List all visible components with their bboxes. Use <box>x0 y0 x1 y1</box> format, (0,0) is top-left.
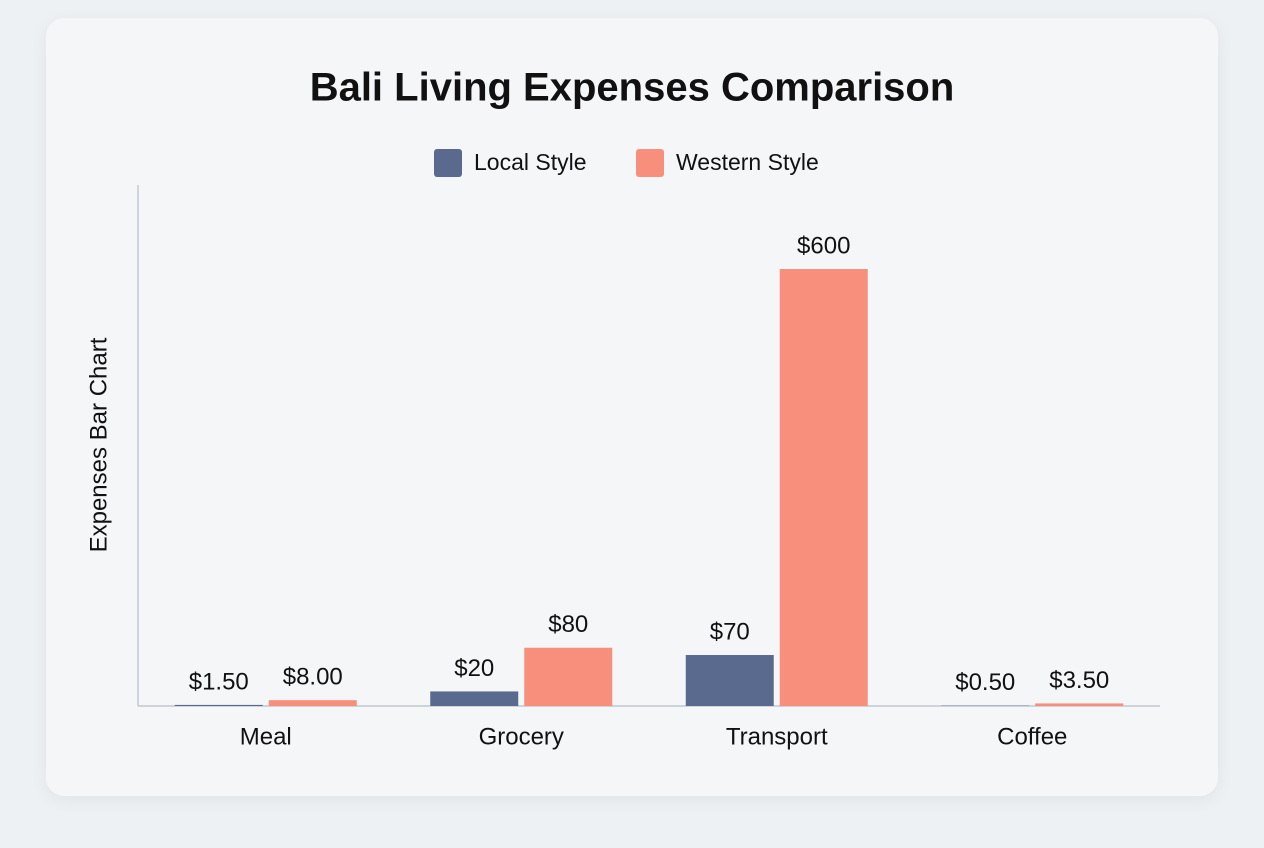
bar <box>524 647 613 706</box>
chart-title: Bali Living Expenses Comparison <box>310 66 955 110</box>
bar <box>174 704 263 706</box>
legend-swatch <box>636 149 664 177</box>
data-label: $0.50 <box>955 669 1015 696</box>
data-label: $1.50 <box>189 668 249 695</box>
y-axis-label: Expenses Bar Chart <box>85 337 112 552</box>
data-label: $600 <box>797 232 850 259</box>
chart-card <box>46 18 1218 796</box>
bar <box>779 269 868 706</box>
legend-label: Local Style <box>474 149 587 175</box>
data-label: $80 <box>548 611 588 638</box>
bar <box>1035 703 1124 706</box>
legend-label: Western Style <box>676 149 819 175</box>
x-tick-label: Grocery <box>479 723 564 750</box>
bar <box>685 655 774 706</box>
x-tick-label: Transport <box>726 723 828 750</box>
x-tick-label: Meal <box>240 723 292 750</box>
x-tick-label: Coffee <box>997 723 1067 750</box>
legend-swatch <box>434 149 462 177</box>
data-label: $20 <box>454 655 494 682</box>
bar <box>268 700 357 706</box>
bar <box>430 691 519 706</box>
data-label: $70 <box>710 618 750 645</box>
data-label: $8.00 <box>283 664 343 691</box>
data-label: $3.50 <box>1049 667 1109 694</box>
